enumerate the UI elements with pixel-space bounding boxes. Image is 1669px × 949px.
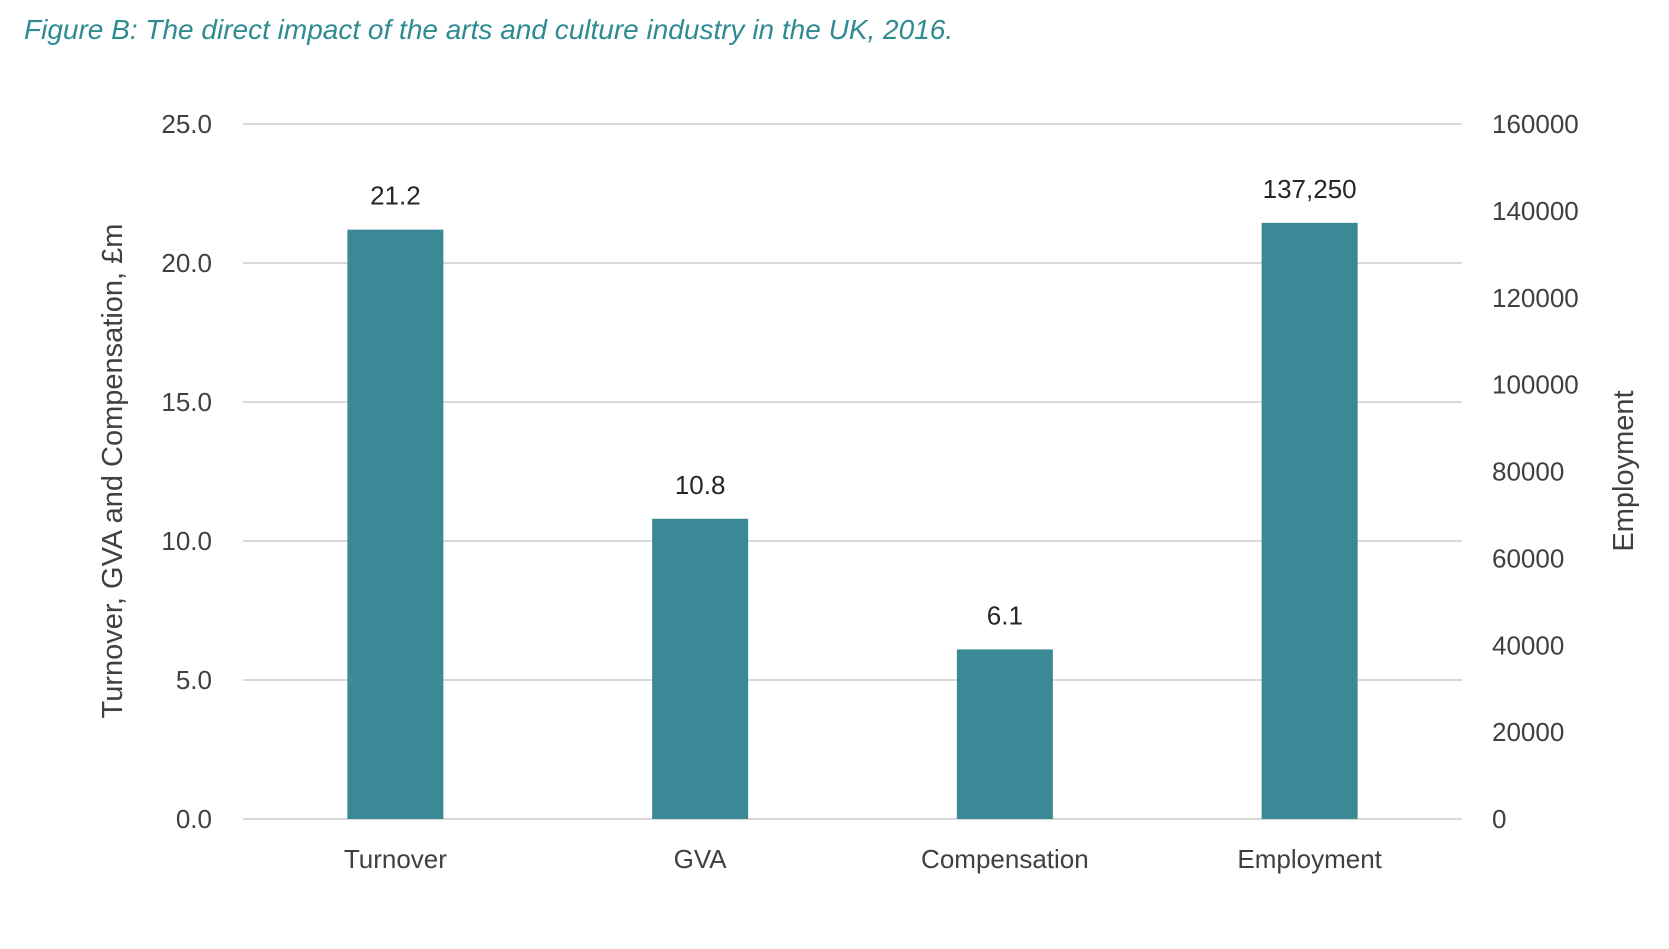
data-label-compensation: 6.1: [987, 600, 1023, 630]
right-axis-tick-label: 100000: [1492, 370, 1579, 400]
right-axis-tick-label: 140000: [1492, 196, 1579, 226]
right-axis-tick-label: 160000: [1492, 109, 1579, 139]
data-label-turnover: 21.2: [370, 181, 421, 211]
data-label-employment: 137,250: [1263, 174, 1357, 204]
data-labels: 21.2 10.8 6.1 137,250: [370, 174, 1357, 631]
left-axis-tick-label: 25.0: [161, 109, 212, 139]
bar-employment: [1261, 222, 1358, 819]
left-axis-tick-label: 5.0: [176, 665, 212, 695]
right-axis-tick-label: 20000: [1492, 717, 1564, 747]
gridlines: [243, 123, 1462, 820]
data-label-gva: 10.8: [675, 470, 726, 500]
right-axis-tick-label: 120000: [1492, 283, 1579, 313]
left-axis-tick-label: 20.0: [161, 248, 212, 278]
right-axis-tick-label: 80000: [1492, 457, 1564, 487]
x-axis-tick-label: Turnover: [344, 844, 447, 874]
right-axis: 0 20000 40000 60000 80000 100000 120000 140000 1…: [1492, 109, 1579, 834]
bar-turnover: [347, 229, 444, 819]
right-axis-title: Employment: [1608, 390, 1640, 551]
bar-gva: [652, 518, 749, 819]
bars: [347, 222, 1358, 819]
right-axis-tick-label: 60000: [1492, 543, 1564, 573]
x-axis: Turnover GVA Compensation Employment: [344, 844, 1383, 874]
right-axis-tick-label: 40000: [1492, 630, 1564, 660]
chart-title: Figure B: The direct impact of the arts …: [24, 14, 954, 45]
left-axis-tick-label: 10.0: [161, 526, 212, 556]
left-axis: 0.0 5.0 10.0 15.0 20.0 25.0: [161, 109, 212, 834]
x-axis-tick-label: Employment: [1237, 844, 1382, 874]
left-axis-tick-label: 15.0: [161, 387, 212, 417]
left-axis-title: Turnover, GVA and Compensation, £m: [97, 224, 129, 719]
right-axis-tick-label: 0: [1492, 804, 1506, 834]
x-axis-tick-label: Compensation: [921, 844, 1089, 874]
left-axis-tick-label: 0.0: [176, 804, 212, 834]
bar-compensation: [956, 649, 1053, 819]
x-axis-tick-label: GVA: [674, 844, 728, 874]
